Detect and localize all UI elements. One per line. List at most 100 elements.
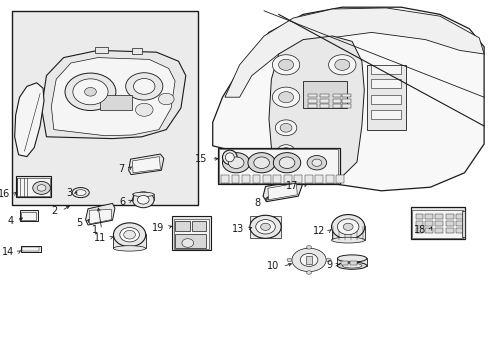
Circle shape	[222, 153, 249, 173]
Text: 19: 19	[151, 222, 163, 233]
Bar	[175, 221, 189, 231]
Ellipse shape	[225, 153, 234, 162]
Circle shape	[272, 87, 299, 107]
Circle shape	[33, 181, 50, 194]
Bar	[307, 94, 316, 97]
Circle shape	[84, 87, 96, 96]
Text: 17: 17	[285, 181, 298, 192]
Bar	[113, 234, 145, 248]
Circle shape	[133, 78, 155, 94]
Ellipse shape	[72, 188, 89, 198]
Bar	[242, 175, 249, 183]
Bar	[263, 175, 270, 183]
Bar	[132, 48, 142, 54]
Circle shape	[328, 55, 355, 75]
Circle shape	[125, 73, 163, 100]
Bar	[252, 175, 260, 183]
Bar	[411, 210, 462, 238]
Circle shape	[120, 228, 139, 242]
Bar	[294, 175, 302, 183]
Bar	[173, 219, 209, 249]
Bar	[415, 214, 423, 219]
Text: 16: 16	[0, 189, 10, 199]
Bar	[221, 175, 228, 183]
Circle shape	[273, 153, 300, 173]
Bar	[434, 221, 442, 226]
Circle shape	[37, 185, 46, 191]
Bar	[445, 214, 453, 219]
Circle shape	[281, 148, 290, 155]
Bar	[434, 214, 442, 219]
Bar	[425, 228, 432, 233]
Bar	[219, 149, 338, 183]
Bar	[461, 211, 464, 237]
Text: 13: 13	[232, 224, 244, 234]
Circle shape	[272, 55, 299, 75]
Circle shape	[334, 59, 349, 70]
Bar	[17, 178, 50, 196]
Circle shape	[182, 239, 193, 247]
Ellipse shape	[291, 248, 325, 271]
Ellipse shape	[75, 190, 86, 195]
Text: 18: 18	[413, 225, 426, 235]
Bar	[21, 246, 41, 252]
Text: 14: 14	[2, 247, 15, 257]
Bar	[303, 81, 346, 108]
Bar	[95, 47, 107, 53]
Polygon shape	[268, 36, 364, 180]
Bar	[370, 95, 400, 104]
Bar	[336, 175, 344, 183]
Bar	[349, 261, 356, 265]
Polygon shape	[51, 58, 175, 136]
Text: 12: 12	[312, 226, 325, 236]
Circle shape	[137, 195, 149, 204]
Bar	[332, 94, 341, 97]
Circle shape	[123, 230, 135, 239]
Bar	[21, 212, 36, 220]
Bar	[331, 226, 364, 240]
Ellipse shape	[331, 237, 364, 243]
Circle shape	[255, 220, 275, 234]
Bar	[315, 175, 323, 183]
Bar	[332, 99, 341, 103]
Circle shape	[306, 271, 311, 274]
Text: 3: 3	[66, 188, 72, 198]
Circle shape	[135, 103, 153, 116]
Circle shape	[277, 145, 294, 158]
Ellipse shape	[342, 264, 361, 268]
Ellipse shape	[337, 262, 366, 269]
Bar	[455, 214, 463, 219]
Polygon shape	[263, 181, 302, 202]
Circle shape	[278, 59, 293, 70]
Bar	[305, 256, 311, 264]
Bar	[415, 228, 423, 233]
Circle shape	[300, 253, 317, 266]
Bar	[284, 175, 291, 183]
Text: 10: 10	[266, 261, 278, 271]
Circle shape	[279, 157, 294, 168]
Ellipse shape	[113, 246, 145, 251]
Bar	[434, 228, 442, 233]
Bar	[455, 228, 463, 233]
Circle shape	[343, 223, 352, 230]
Bar	[342, 104, 350, 108]
Circle shape	[306, 156, 326, 170]
Text: 5: 5	[76, 218, 82, 228]
Ellipse shape	[222, 150, 237, 165]
Polygon shape	[132, 157, 160, 173]
Bar	[100, 95, 132, 110]
Text: 15: 15	[195, 154, 207, 164]
Bar	[320, 94, 328, 97]
Bar	[341, 261, 347, 265]
Circle shape	[331, 215, 364, 239]
Circle shape	[65, 73, 116, 111]
Bar	[12, 11, 198, 205]
Bar	[273, 175, 281, 183]
Polygon shape	[267, 183, 297, 200]
Bar	[370, 110, 400, 119]
Bar	[175, 234, 205, 248]
Ellipse shape	[337, 255, 366, 262]
Circle shape	[132, 192, 154, 208]
Polygon shape	[212, 7, 483, 191]
Bar	[337, 258, 366, 266]
